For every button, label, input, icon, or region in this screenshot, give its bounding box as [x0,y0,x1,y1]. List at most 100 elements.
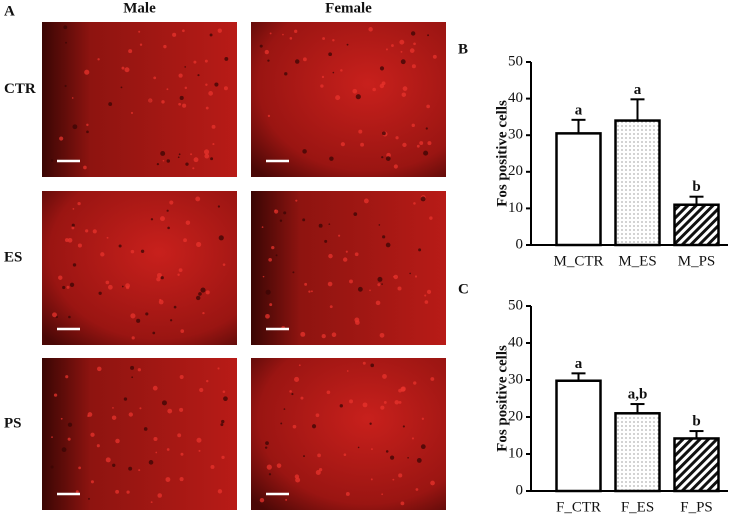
cell-speck [311,424,317,429]
cell-speck [52,312,57,318]
cell-speck [302,149,307,154]
cell-speck [338,234,341,237]
y-tick-label: 30 [508,371,523,387]
cell-speck [385,242,391,248]
cell-speck [86,130,89,134]
cell-speck [63,25,68,30]
cell-speck [393,164,398,169]
significance-letter: b [692,413,700,429]
cell-speck [429,216,433,220]
cell-speck [399,39,405,45]
cell-speck [354,252,359,257]
cell-speck [77,201,81,206]
cell-speck [318,223,323,228]
cell-speck [369,289,371,292]
cell-speck [130,313,136,319]
cell-speck [383,400,387,404]
cell-speck [53,393,58,397]
cell-speck [153,76,157,80]
cell-speck [205,83,208,86]
cell-speck [280,422,283,425]
cell-speck [354,317,360,323]
cell-speck [185,162,189,166]
cell-speck [195,295,201,301]
cell-speck [276,463,282,468]
cell-speck [199,387,204,393]
cell-speck [329,156,334,161]
cell-speck [363,198,369,204]
cell-speck [320,84,324,88]
y-tick-label: 50 [508,297,523,313]
cell-speck [68,315,71,319]
cell-speck [283,211,287,215]
cell-speck [400,501,405,506]
cell-speck [206,379,209,383]
cell-speck [208,91,213,96]
cell-speck [121,66,125,70]
cell-speck [391,44,394,47]
cell-speck [204,59,208,63]
cell-speck [156,272,162,278]
cell-speck [72,207,75,210]
cell-speck [125,283,131,289]
cell-speck [343,453,347,456]
cell-speck [161,100,165,104]
cell-speck [112,463,116,467]
cell-speck [420,196,426,202]
cell-speck [279,219,283,222]
cell-speck [269,32,272,35]
x-tick-label: F_PS [680,499,713,515]
cell-speck [170,319,173,322]
cell-speck [360,142,364,147]
cell-speck [271,245,275,250]
cell-speck [358,129,363,134]
significance-letter: a [575,102,583,118]
cell-speck [140,249,145,253]
cell-speck [413,381,417,385]
cell-speck [389,455,395,460]
cell-speck [138,30,141,33]
cell-speck [198,292,202,296]
y-tick-label: 40 [508,90,523,106]
y-tick-label: 0 [516,236,524,252]
cell-speck [357,286,363,292]
cell-speck [183,238,187,243]
cell-speck [274,209,277,212]
cell-speck [138,469,141,472]
cell-speck [421,417,425,420]
cell-speck [64,238,69,242]
cell-speck [295,199,298,202]
cell-speck [424,294,427,297]
cell-speck [112,407,114,409]
significance-letter: a [634,82,642,98]
cell-speck [370,478,373,481]
cell-speck [283,408,286,410]
y-tick-label: 10 [508,200,523,216]
cell-speck [400,50,403,53]
cell-speck [289,390,292,393]
cell-speck [115,438,120,444]
cell-speck [65,375,69,379]
cell-speck [177,433,182,438]
cell-speck [160,276,164,280]
cell-speck [195,196,201,202]
cell-speck [86,123,89,127]
cell-speck [182,29,185,33]
column-label: Female [325,0,372,16]
cell-speck [160,151,166,156]
cell-speck [402,86,408,91]
cell-speck [223,86,228,91]
cell-speck [370,448,373,451]
cell-speck [407,456,409,459]
cell-speck [196,241,202,248]
micrograph-grid [42,22,446,510]
cell-speck [264,446,268,449]
cell-speck [209,33,213,37]
cell-speck [193,60,197,64]
cell-speck [203,149,210,155]
cell-speck [179,95,184,100]
cell-speck [139,43,143,46]
micrograph [251,22,446,177]
cell-speck [345,492,350,496]
cell-speck [381,81,386,86]
